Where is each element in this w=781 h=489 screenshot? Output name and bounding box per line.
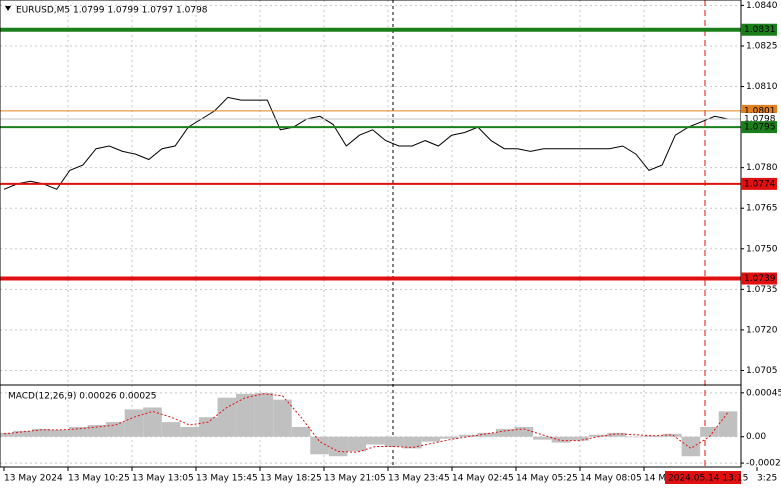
macd-bar bbox=[198, 417, 218, 437]
macd-bar bbox=[236, 393, 255, 437]
plot-frame bbox=[0, 0, 742, 468]
y-tick-label: 1.0765 bbox=[746, 204, 778, 214]
x-tick-label: 3:25 bbox=[757, 474, 777, 484]
price-line bbox=[3, 96, 729, 190]
macd-bar bbox=[254, 392, 274, 437]
y-tick-label: 1.0810 bbox=[746, 82, 778, 92]
macd-title: MACD(12,26,9) 0.00026 0.00025 bbox=[8, 392, 157, 402]
macd-bar bbox=[180, 426, 199, 437]
macd-bar bbox=[681, 436, 701, 457]
macd-bar bbox=[13, 430, 32, 437]
cursor-label: 2024.05.14 13:15 bbox=[668, 474, 748, 484]
x-tick-label: 13 May 2024 bbox=[4, 474, 63, 484]
macd-bar bbox=[143, 407, 162, 437]
y-tick-label: 1.0750 bbox=[746, 244, 778, 254]
y-tick-label: 1.0705 bbox=[746, 366, 778, 376]
x-tick-label: 13 May 15:45 bbox=[196, 474, 258, 484]
macd-bar bbox=[217, 397, 237, 437]
macd-bar bbox=[87, 425, 107, 437]
macd-bar bbox=[366, 436, 385, 445]
macd-bar bbox=[718, 411, 738, 437]
macd-bar bbox=[106, 422, 125, 437]
macd-bar bbox=[31, 428, 51, 437]
x-tick-label: 14 May 08:05 bbox=[580, 474, 642, 484]
macd-bar bbox=[273, 399, 292, 437]
macd-bar bbox=[663, 433, 682, 437]
x-tick-label: 13 May 23:45 bbox=[388, 474, 450, 484]
x-tick-label: 13 May 21:05 bbox=[324, 474, 386, 484]
level-label: 1.0798 bbox=[744, 114, 776, 124]
y-tick-label: 1.0720 bbox=[746, 325, 778, 335]
level-label: 1.0795 bbox=[744, 123, 776, 133]
level-label-box bbox=[741, 177, 777, 190]
macd-bar bbox=[551, 436, 571, 443]
y-tick-label: 1.0840 bbox=[746, 1, 778, 11]
level-label: 1.0739 bbox=[744, 274, 776, 284]
macd-bar bbox=[291, 426, 311, 437]
y-tick-label: 1.0825 bbox=[746, 41, 778, 51]
macd-bar bbox=[384, 436, 404, 447]
marks-layer bbox=[0, 27, 741, 457]
macd-bar bbox=[495, 428, 515, 437]
macd-bar bbox=[161, 422, 181, 437]
y-tick-label: 0.00 bbox=[746, 432, 766, 442]
y-tick-label: 0.00045 bbox=[746, 388, 781, 398]
macd-bar bbox=[514, 426, 534, 437]
level-label: 1.0774 bbox=[744, 179, 776, 189]
x-tick-label: 14 May 05:25 bbox=[516, 474, 578, 484]
menu-arrow[interactable] bbox=[5, 6, 11, 11]
macd-bar bbox=[0, 432, 14, 437]
signal-line bbox=[3, 393, 729, 453]
macd-bar bbox=[50, 429, 69, 437]
level-label: 1.0801 bbox=[744, 106, 776, 116]
x-tick-label: 13 May 10:25 bbox=[68, 474, 130, 484]
macd-bar bbox=[588, 434, 608, 437]
level-label-box bbox=[741, 23, 777, 36]
macd-bar bbox=[310, 436, 329, 455]
macd-bar bbox=[700, 426, 719, 437]
macd-bar bbox=[607, 432, 626, 437]
macd-bar bbox=[421, 436, 441, 442]
x-tick-label: 14 May 02:45 bbox=[452, 474, 514, 484]
cursor-label-box bbox=[665, 471, 741, 484]
labels-layer: 1.0840 1.0825 1.0810 1.0780 1.0765 1.0750 1.07… bbox=[3, 1, 781, 484]
macd-bar bbox=[440, 436, 459, 439]
macd-bar bbox=[124, 409, 144, 437]
y-tick-label: 1.0780 bbox=[746, 163, 778, 173]
level-label: 1.0831 bbox=[744, 25, 776, 35]
macd-bar bbox=[625, 436, 645, 438]
x-tick-label: 14 M bbox=[644, 474, 666, 484]
y-tick-label: 1.0735 bbox=[746, 285, 778, 295]
macd-bar bbox=[403, 436, 422, 449]
level-label-box bbox=[741, 272, 777, 285]
macd-bar bbox=[68, 426, 88, 437]
macd-bar bbox=[570, 436, 589, 441]
macd-bar bbox=[328, 436, 348, 457]
macd-bar bbox=[458, 434, 478, 437]
macd-bar bbox=[477, 432, 496, 437]
macd-bar bbox=[347, 436, 366, 452]
x-tick-label: 13 May 18:25 bbox=[260, 474, 322, 484]
macd-bar bbox=[533, 436, 552, 440]
level-label-box bbox=[741, 121, 777, 134]
x-tick-label: 13 May 13:05 bbox=[132, 474, 194, 484]
chart-title: EURUSD,M5 1.0799 1.0799 1.0797 1.0798 bbox=[16, 6, 208, 16]
y-tick-label: -0.00027 bbox=[746, 459, 781, 469]
